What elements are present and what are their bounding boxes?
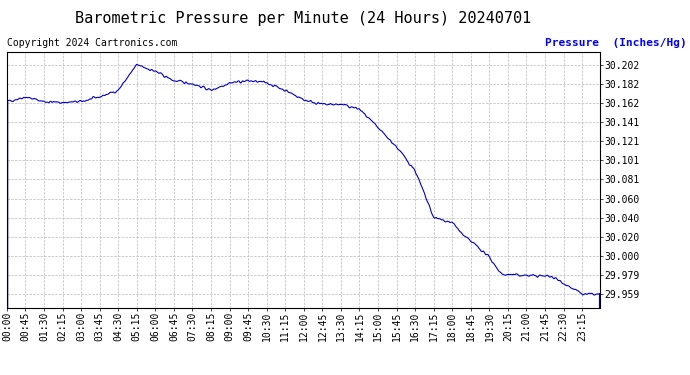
Text: Pressure  (Inches/Hg): Pressure (Inches/Hg) xyxy=(545,38,687,48)
Text: Copyright 2024 Cartronics.com: Copyright 2024 Cartronics.com xyxy=(7,38,177,48)
Text: Barometric Pressure per Minute (24 Hours) 20240701: Barometric Pressure per Minute (24 Hours… xyxy=(75,11,532,26)
